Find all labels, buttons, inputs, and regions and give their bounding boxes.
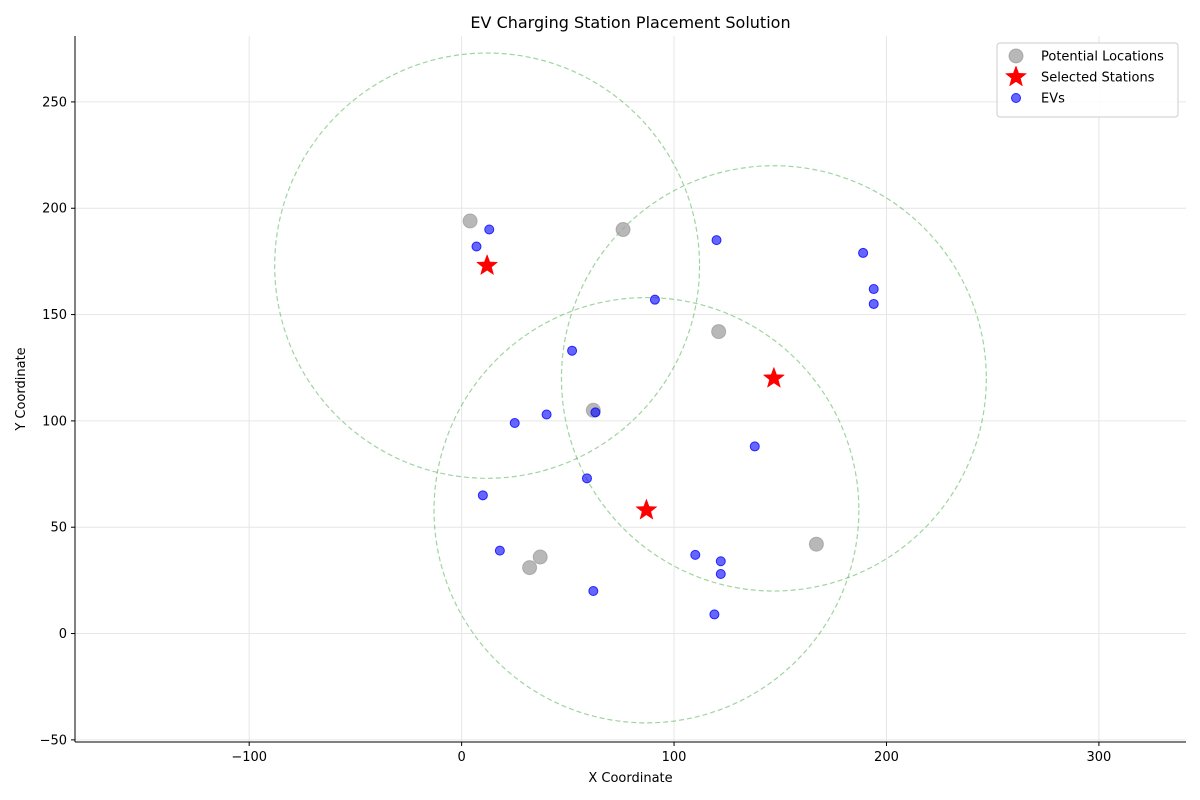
legend-marker bbox=[1011, 93, 1021, 103]
ev-point bbox=[868, 298, 879, 309]
coverage-circle bbox=[433, 296, 860, 724]
selected-station-point bbox=[635, 498, 658, 520]
legend-box bbox=[996, 42, 1179, 118]
ev-point bbox=[868, 284, 879, 295]
potential-location-point bbox=[615, 222, 631, 238]
potential-location-point bbox=[808, 536, 824, 552]
coverage-circles bbox=[274, 52, 987, 724]
x-tick-label: 0 bbox=[457, 750, 465, 765]
ev-point bbox=[541, 409, 552, 420]
x-tick-label: 200 bbox=[874, 750, 899, 765]
potential-location-point bbox=[532, 549, 548, 565]
potential-location-point bbox=[711, 324, 727, 340]
y-tick-label: 250 bbox=[42, 95, 67, 110]
legend: Potential Locations Selected Stations EVs bbox=[996, 42, 1179, 118]
x-axis-label: X Coordinate bbox=[588, 771, 672, 786]
axes: −100 0 100 200 300 −50 0 50 100 150 200 250 bbox=[40, 36, 1186, 765]
x-tick-label: 300 bbox=[1086, 750, 1111, 765]
ev-point bbox=[509, 418, 520, 429]
ev-point bbox=[477, 490, 488, 501]
coverage-circle bbox=[560, 165, 987, 592]
y-tick-label: 200 bbox=[42, 202, 67, 217]
ev-point bbox=[471, 241, 482, 252]
ev-point bbox=[690, 549, 701, 560]
legend-marker bbox=[1008, 48, 1024, 64]
legend-label: Potential Locations bbox=[1041, 50, 1164, 65]
y-axis-label: Y Coordinate bbox=[14, 347, 29, 431]
y-tick-label: 50 bbox=[50, 521, 67, 536]
x-tick-label: −100 bbox=[231, 750, 267, 765]
ev-point bbox=[749, 441, 760, 452]
potential-location-point bbox=[522, 560, 538, 576]
selected-station-point bbox=[475, 253, 499, 276]
coverage-circle bbox=[274, 52, 701, 479]
ev-point bbox=[709, 609, 720, 620]
ev-point bbox=[715, 569, 726, 580]
selected-station-point bbox=[762, 366, 786, 388]
y-tick-label: 150 bbox=[42, 308, 67, 323]
grid bbox=[75, 36, 1186, 742]
ev-point bbox=[590, 407, 601, 418]
ev-point bbox=[494, 545, 505, 556]
potential-location-point bbox=[462, 213, 478, 229]
ev-point bbox=[588, 586, 599, 597]
y-tick-label: −50 bbox=[40, 733, 67, 748]
chart-title: EV Charging Station Placement Solution bbox=[470, 13, 790, 32]
ev-point bbox=[484, 224, 495, 235]
ev-point bbox=[711, 235, 722, 246]
y-tick-label: 100 bbox=[42, 414, 67, 429]
ev-point bbox=[567, 345, 578, 356]
ev-point bbox=[715, 556, 726, 567]
legend-marker bbox=[1004, 65, 1028, 87]
data-points bbox=[462, 213, 879, 620]
legend-label: EVs bbox=[1041, 92, 1065, 107]
ev-point bbox=[581, 473, 592, 484]
y-tick-label: 0 bbox=[59, 627, 67, 642]
ev-point bbox=[858, 247, 869, 258]
legend-label: Selected Stations bbox=[1041, 71, 1155, 86]
x-tick-label: 100 bbox=[662, 750, 687, 765]
ev-point bbox=[649, 294, 660, 305]
